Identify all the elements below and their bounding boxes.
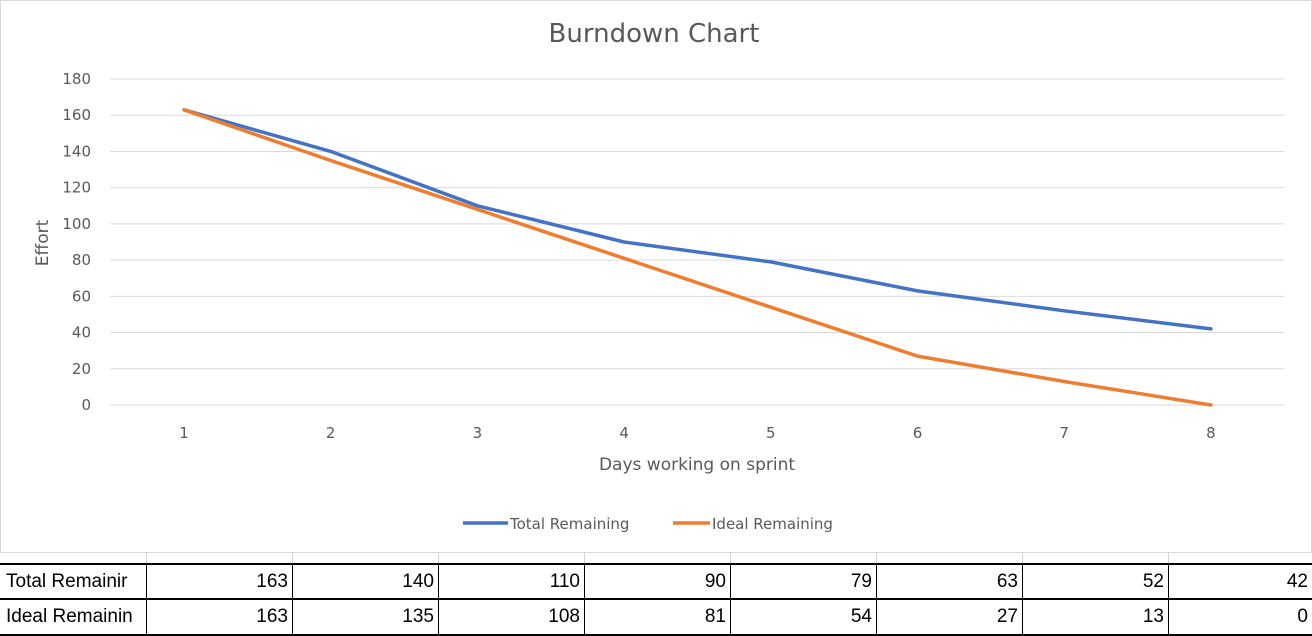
gridlines <box>110 78 1284 406</box>
table-row-label: Total Remainir <box>6 571 128 592</box>
legend-entry-label: Ideal Remaining <box>712 515 833 533</box>
series-lines <box>182 108 1213 407</box>
table-cell: 108 <box>438 600 584 634</box>
table-cell: 27 <box>876 600 1022 634</box>
data-table: Total Remainir 163 140 110 90 79 63 52 42 Ideal R… <box>0 553 1312 636</box>
table-row: Ideal Remainin 163 135 108 81 54 27 13 0 <box>0 598 1312 636</box>
table-cell: 81 <box>584 600 730 634</box>
x-tick-label: 3 <box>473 424 483 442</box>
y-tick-label: 20 <box>72 360 91 378</box>
table-cell: 135 <box>292 600 438 634</box>
table-cell: 52 <box>1022 565 1168 599</box>
x-axis-ticks: 1 2 3 4 5 6 7 8 <box>179 424 1215 442</box>
x-tick-label: 8 <box>1206 424 1216 442</box>
x-axis-label: Days working on sprint <box>599 455 795 475</box>
sheet-gridline <box>1168 553 1169 563</box>
sheet-gridline <box>292 553 293 563</box>
x-tick-label: 4 <box>619 424 629 442</box>
y-tick-label: 0 <box>81 396 91 414</box>
chart-area[interactable]: Burndown Chart 0 20 40 60 80 100 120 140 160 1 8 0 … <box>0 0 1312 553</box>
table-row-label: Ideal Remainin <box>6 606 133 627</box>
sheet-gridline <box>1022 553 1023 563</box>
burndown-chart: Burndown Chart 0 20 40 60 80 100 120 140 160 1 8 0 … <box>0 0 1312 553</box>
y-axis-ticks: 0 20 40 60 80 100 120 140 160 180 <box>62 70 91 414</box>
y-tick-label: 40 <box>72 324 91 342</box>
y-tick-label: 80 <box>72 251 91 269</box>
chart-border <box>0 0 1312 553</box>
table-cell: 0 <box>1168 600 1312 634</box>
table-row: Total Remainir 163 140 110 90 79 63 52 42 <box>0 563 1312 599</box>
x-tick-label: 7 <box>1059 424 1069 442</box>
table-cell: 42 <box>1168 565 1312 599</box>
table-cell: 79 <box>730 565 876 599</box>
series-line-0 <box>182 108 1213 331</box>
table-cell: 110 <box>438 565 584 599</box>
y-tick-label: 60 <box>72 287 91 305</box>
series-line-1 <box>182 108 1213 407</box>
table-cell: 90 <box>584 565 730 599</box>
y-axis-label: Effort <box>33 219 53 266</box>
y-tick-label: 120 <box>62 179 91 197</box>
x-tick-label: 5 <box>766 424 776 442</box>
sheet-gridline <box>438 553 439 563</box>
x-tick-label: 6 <box>913 424 923 442</box>
table-cell: 13 <box>1022 600 1168 634</box>
sheet-gridline <box>584 553 585 563</box>
table-cell: 163 <box>146 600 292 634</box>
table-cell: 54 <box>730 600 876 634</box>
y-tick-label: 180 <box>62 70 91 88</box>
sheet-gridline <box>876 553 877 563</box>
y-tick-label: 100 <box>62 215 91 233</box>
x-tick-label: 1 <box>179 424 189 442</box>
table-cell: 140 <box>292 565 438 599</box>
sheet-gridline <box>730 553 731 563</box>
sheet-gridline <box>146 553 147 563</box>
y-tick-label: 140 <box>62 142 91 160</box>
table-cell: 63 <box>876 565 1022 599</box>
chart-title: Burndown Chart <box>549 19 760 49</box>
y-tick-label: 160 <box>62 106 91 124</box>
legend[interactable]: Total Remaining Ideal Remaining <box>463 515 833 533</box>
table-cell: 163 <box>146 565 292 599</box>
legend-entry-label: Total Remaining <box>509 515 629 533</box>
x-tick-label: 2 <box>326 424 336 442</box>
